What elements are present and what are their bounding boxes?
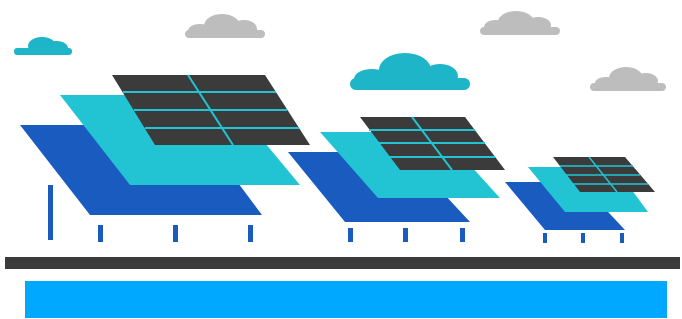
cloud [590, 67, 666, 91]
solar-array [505, 157, 655, 243]
post [460, 228, 465, 242]
post [620, 233, 624, 243]
ground-line [5, 257, 680, 269]
post [48, 185, 53, 240]
post [543, 233, 547, 243]
post [98, 225, 103, 242]
post [348, 228, 353, 242]
page: {} html, body { margin: 0; padding: 0; b… [0, 0, 682, 319]
water-bar [25, 281, 667, 318]
cloud [480, 11, 560, 35]
solar-illustration [0, 0, 682, 319]
page-body [0, 0, 682, 319]
post [581, 233, 585, 243]
post [173, 225, 178, 242]
cloud [14, 37, 72, 55]
cloud [185, 14, 265, 38]
solar-array [20, 75, 310, 242]
post [403, 228, 408, 242]
cloud [350, 53, 470, 90]
solar-array [288, 117, 505, 242]
post [248, 225, 253, 242]
